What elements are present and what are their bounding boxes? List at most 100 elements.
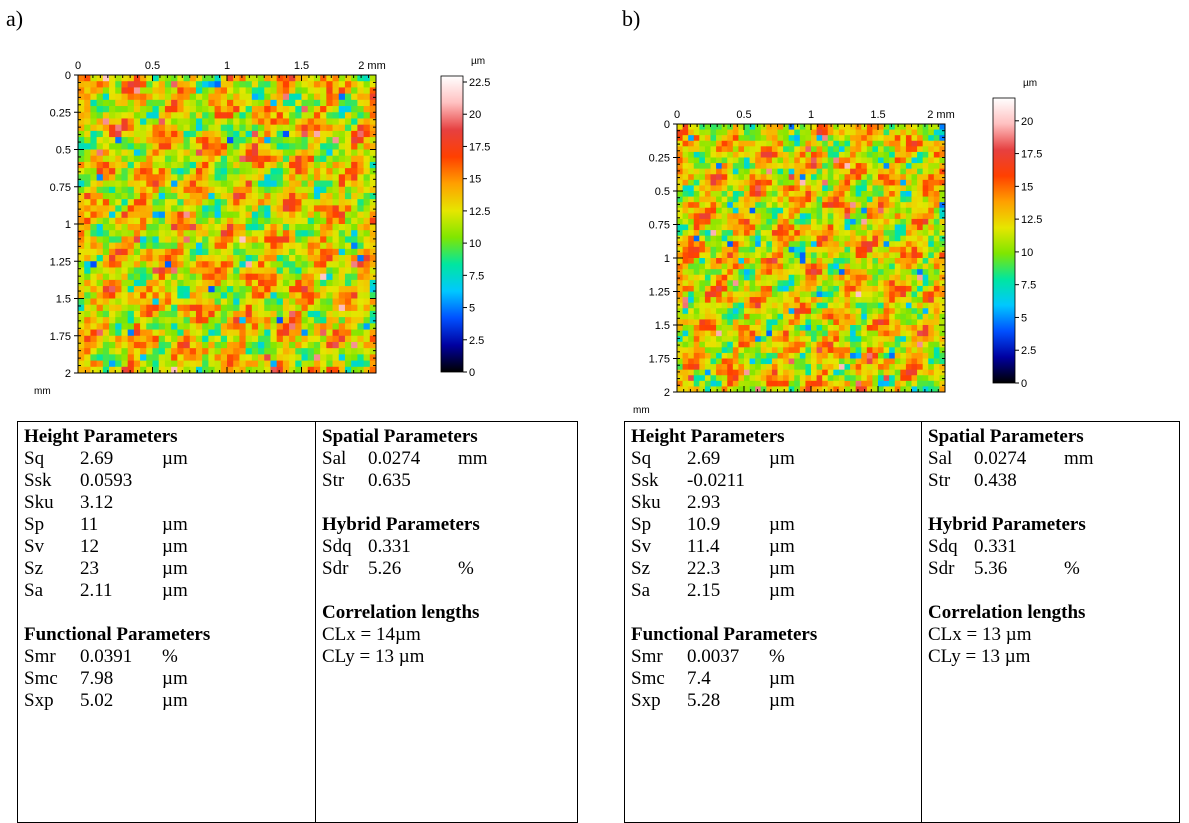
y-tick-label: 1.5	[56, 294, 71, 306]
parameter-value: 5.02	[80, 690, 114, 711]
spatial-parameters-title: Spatial Parameters	[322, 426, 478, 447]
colour-scale-tick: 12.5	[1021, 214, 1042, 226]
height-parameters-title: Height Parameters	[24, 426, 178, 447]
parameter-value: 2.69	[687, 448, 721, 469]
parameter-row-sq: Sq 2.69 µm	[631, 448, 915, 470]
colour-scale-tick: 2.5	[469, 335, 484, 347]
spatial-parameters-list: Sal 0.0274 mm Str 0.438	[928, 448, 1173, 492]
parameter-unit: µm	[162, 514, 188, 535]
parameter-row-smr: Smr 0.0391%	[24, 646, 309, 668]
y-tick-label: 1	[664, 253, 670, 265]
parameter-row-sa: Sa 2.11 µm	[24, 580, 309, 602]
y-tick-label: 1.75	[50, 331, 71, 343]
colour-scale-tick: 17.5	[1021, 149, 1042, 161]
colour-scale-unit: µm	[1023, 78, 1037, 89]
hybrid-parameters-title: Hybrid Parameters	[928, 514, 1086, 535]
height-functional-column: Height Parameters Sq 2.69 µm Ssk 0.0593 Sku 3.…	[18, 422, 315, 822]
x-tick-label: 0.5	[145, 60, 160, 72]
functional-parameters-title: Functional Parameters	[631, 624, 818, 645]
colour-scale-tick: 15	[469, 174, 481, 186]
spatial-parameters-list: Sal 0.0274 mm Str 0.635	[322, 448, 571, 492]
x-tick-label: 0	[674, 109, 680, 121]
y-tick-label: 2	[664, 387, 670, 399]
parameter-value: 0.438	[974, 470, 1017, 491]
colour-scale-tick: 7.5	[469, 270, 484, 282]
parameter-value: 5.26	[368, 558, 402, 579]
parameter-unit	[1064, 470, 1104, 492]
colour-scale-tick: 5	[1021, 312, 1027, 324]
parameter-value: 11.4	[687, 536, 720, 557]
parameter-name: Str	[928, 470, 951, 491]
parameter-row-smc: Smc 7.98 µm	[24, 668, 309, 690]
parameter-unit: mm	[458, 448, 488, 469]
x-tick-label: 2 mm	[927, 109, 955, 121]
parameter-unit	[769, 492, 809, 514]
parameter-name: Smc	[631, 668, 665, 689]
parameter-unit: µm	[769, 514, 795, 535]
parameter-row-str: Str 0.635	[322, 470, 571, 492]
height-parameters-list: Sq 2.69 µm Ssk 0.0593 Sku 3.12 Sp 11 µm Sv 12 µm Sz 23…	[24, 448, 309, 602]
y-axis-unit: mm	[633, 405, 650, 416]
y-tick-label: 0.5	[56, 145, 71, 157]
hybrid-parameters-title: Hybrid Parameters	[322, 514, 480, 535]
functional-parameters-list: Smr 0.0391% Smc 7.98 µm Sxp 5.02 µm	[24, 646, 309, 712]
colour-scale-tick: 20	[469, 109, 481, 121]
parameter-name: Sv	[631, 536, 652, 557]
parameter-unit: µm	[162, 580, 188, 601]
parameter-table-a: Height Parameters Sq 2.69 µm Ssk 0.0593 Sku 3.…	[17, 421, 578, 823]
parameter-name: Sdr	[322, 558, 349, 579]
spatial-hybrid-column: Spatial Parameters Sal 0.0274 mm Str 0.635 H…	[315, 422, 577, 822]
colour-scale-tick: 7.5	[1021, 280, 1036, 292]
parameter-value: 2.15	[687, 580, 721, 601]
spatial-parameters-title: Spatial Parameters	[928, 426, 1084, 447]
parameter-row-sxp: Sxp 5.02 µm	[24, 690, 309, 712]
parameter-unit: %	[769, 646, 785, 667]
parameter-value: 2.69	[80, 448, 114, 469]
parameter-row-sp: Sp 10.9 µm	[631, 514, 915, 536]
functional-parameters-list: Smr 0.0037% Smc 7.4 µm Sxp 5.28 µm	[631, 646, 915, 712]
colour-scale-tick: 0	[1021, 378, 1027, 390]
parameter-row-sal: Sal 0.0274 mm	[322, 448, 571, 470]
parameter-unit	[162, 470, 202, 492]
parameter-row-str: Str 0.438	[928, 470, 1173, 492]
spatial-hybrid-column: Spatial Parameters Sal 0.0274 mm Str 0.438 H…	[921, 422, 1179, 822]
panel-a-label: a)	[6, 6, 24, 31]
parameter-name: Smc	[24, 668, 58, 689]
y-tick-label: 0.25	[50, 107, 71, 119]
y-tick-label: 1.5	[655, 320, 670, 332]
parameter-row-sv: Sv 11.4 µm	[631, 536, 915, 558]
parameter-value: 2.11	[80, 580, 113, 601]
correlation-length-y: CLy = 13 µm	[928, 646, 1031, 667]
panel-b-label: b)	[622, 6, 641, 31]
parameter-unit: µm	[769, 690, 795, 711]
parameter-value: 23	[80, 558, 99, 579]
x-tick-label: 1	[224, 60, 230, 72]
height-texture	[677, 124, 946, 393]
parameter-unit: µm	[162, 668, 188, 689]
parameter-name: Sz	[631, 558, 650, 579]
colour-scale-bar	[992, 97, 1016, 384]
parameter-value: 2.93	[687, 492, 721, 513]
parameter-name: Sdr	[928, 558, 955, 579]
parameter-unit: µm	[162, 448, 188, 469]
parameter-row-sz: Sz 22.3 µm	[631, 558, 915, 580]
parameter-name: Sa	[631, 580, 650, 601]
parameter-name: Sdq	[322, 536, 352, 557]
x-tick-label: 0.5	[736, 109, 751, 121]
parameter-row-ssk: Ssk -0.0211	[631, 470, 915, 492]
colour-scale-tick: 5	[469, 303, 475, 315]
parameter-unit: µm	[769, 668, 795, 689]
parameter-unit: µm	[769, 580, 795, 601]
parameter-row-sdr: Sdr 5.26%	[322, 558, 571, 580]
parameter-name: Sz	[24, 558, 43, 579]
parameter-value: 7.4	[687, 668, 711, 689]
correlation-length-x: CLx = 13 µm	[928, 624, 1032, 645]
correlation-lengths-title: Correlation lengths	[928, 602, 1086, 623]
parameter-row-sal: Sal 0.0274 mm	[928, 448, 1173, 470]
parameter-unit	[458, 470, 498, 492]
parameter-name: Sal	[322, 448, 347, 469]
parameter-row-sdq: Sdq 0.331	[322, 536, 571, 558]
parameter-row-ssk: Ssk 0.0593	[24, 470, 309, 492]
y-tick-label: 1	[65, 219, 71, 231]
y-tick-label: 0.75	[50, 182, 71, 194]
